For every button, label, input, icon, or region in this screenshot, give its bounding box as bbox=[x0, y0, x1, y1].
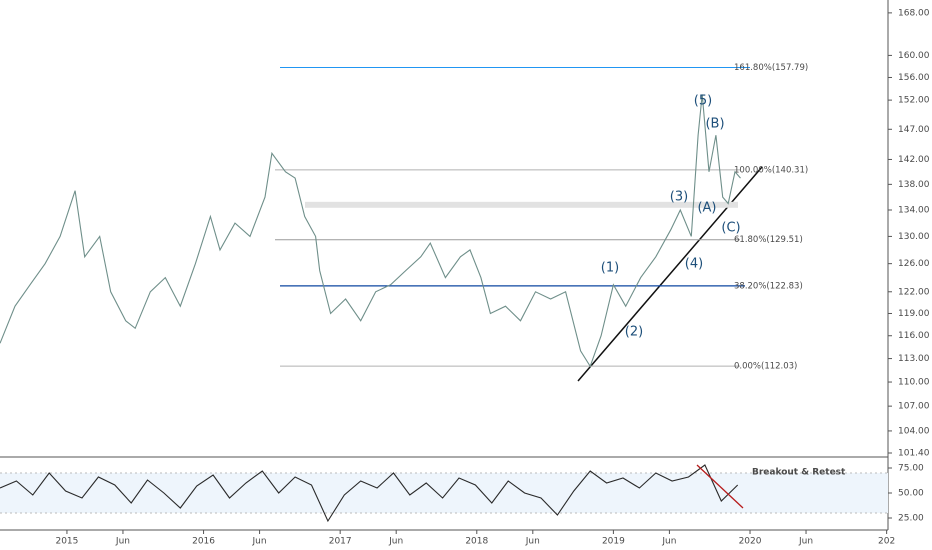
wave-label: (4) bbox=[685, 257, 703, 272]
y-tick-label: 104.00 bbox=[898, 426, 930, 436]
y-tick-label: 156.00 bbox=[898, 73, 930, 83]
wave-label: (5) bbox=[694, 94, 712, 109]
y-tick-label: 160.00 bbox=[898, 51, 930, 61]
breakout-label: Breakout & Retest bbox=[752, 468, 846, 478]
wave-label: (3) bbox=[670, 190, 688, 205]
fib-label: 161.80%(157.79) bbox=[734, 63, 808, 73]
y-tick-label: 122.00 bbox=[898, 287, 930, 297]
y-tick-label: 119.00 bbox=[898, 309, 930, 319]
y-tick-label: 75.00 bbox=[898, 464, 924, 474]
wave-label: (B) bbox=[705, 117, 724, 132]
x-tick-label: Jun bbox=[115, 537, 130, 547]
y-tick-label: 147.00 bbox=[898, 125, 930, 135]
y-tick-label: 152.00 bbox=[898, 96, 930, 106]
x-tick-label: Jun bbox=[661, 537, 676, 547]
y-tick-label: 116.00 bbox=[898, 331, 930, 341]
breakout-line bbox=[696, 464, 744, 509]
y-tick-label: 101.40 bbox=[898, 449, 930, 459]
y-tick-label: 134.00 bbox=[898, 205, 930, 215]
y-tick-label: 142.00 bbox=[898, 155, 930, 165]
x-tick-label: 2016 bbox=[192, 537, 215, 547]
price-line bbox=[0, 94, 741, 368]
y-tick-label: 107.00 bbox=[898, 402, 930, 412]
fib-label: 38.20%(122.83) bbox=[734, 281, 803, 291]
x-tick-label: 2017 bbox=[329, 537, 352, 547]
y-tick-label: 110.00 bbox=[898, 378, 930, 388]
rsi-line bbox=[0, 464, 739, 523]
x-tick-label: Jun bbox=[252, 537, 267, 547]
x-tick-label: 2015 bbox=[55, 537, 78, 547]
fib-label: 0.00%(112.03) bbox=[734, 362, 797, 372]
x-tick-label: Jun bbox=[388, 537, 403, 547]
wave-label: (C) bbox=[721, 221, 740, 236]
x-tick-label: 2018 bbox=[465, 537, 488, 547]
y-tick-label: 168.00 bbox=[898, 8, 930, 18]
y-tick-label: 25.00 bbox=[898, 514, 924, 524]
x-tick-label: Jun bbox=[525, 537, 540, 547]
wave-label: (2) bbox=[625, 325, 643, 340]
wave-label: (1) bbox=[601, 261, 619, 276]
x-tick-label: 2019 bbox=[602, 537, 625, 547]
y-tick-label: 126.00 bbox=[898, 259, 930, 269]
rsi-band bbox=[0, 473, 888, 513]
y-tick-label: 50.00 bbox=[898, 489, 924, 499]
y-tick-label: 130.00 bbox=[898, 232, 930, 242]
x-tick-label: Jun bbox=[798, 537, 813, 547]
fib-label: 100.00%(140.31) bbox=[734, 165, 808, 175]
fib-label: 61.80%(129.51) bbox=[734, 235, 803, 245]
x-tick-label: 202 bbox=[878, 537, 895, 547]
x-tick-label: 2020 bbox=[739, 537, 762, 547]
y-tick-label: 138.00 bbox=[898, 180, 930, 190]
wave-label: (A) bbox=[697, 201, 716, 216]
y-tick-label: 113.00 bbox=[898, 354, 930, 364]
price-zone bbox=[305, 201, 738, 208]
